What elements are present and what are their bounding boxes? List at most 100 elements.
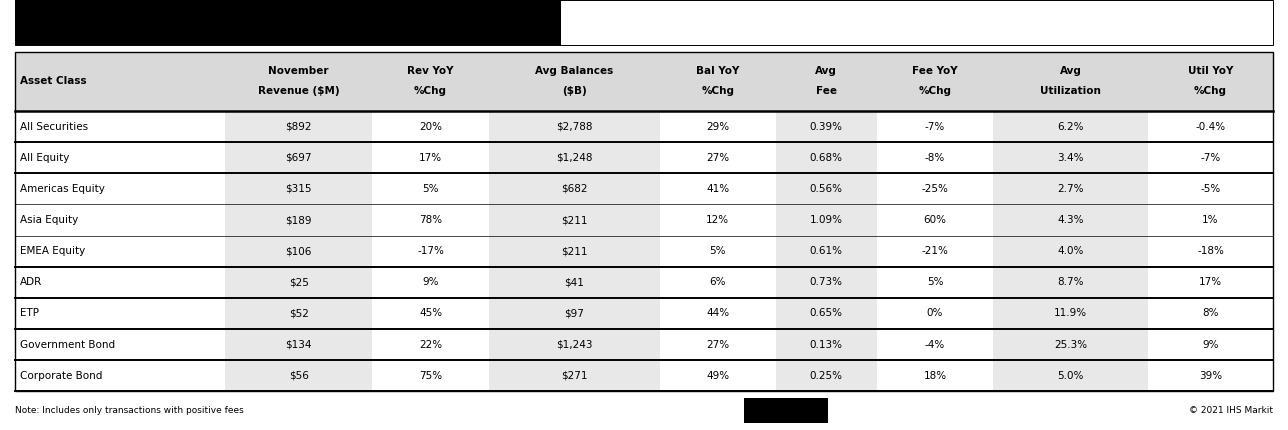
Text: 17%: 17% [1199, 277, 1222, 287]
Text: 0.13%: 0.13% [810, 340, 842, 350]
Bar [15, 0, 560, 45]
Text: 1%: 1% [1202, 215, 1218, 225]
Text: Corporate Bond: Corporate Bond [19, 371, 102, 381]
Text: 0.25%: 0.25% [810, 371, 842, 381]
Text: Asia Equity: Asia Equity [19, 215, 77, 225]
Bar [225, 111, 372, 391]
Text: 3.4%: 3.4% [1057, 153, 1084, 163]
Text: All Equity: All Equity [19, 153, 70, 163]
Text: 27%: 27% [706, 153, 729, 163]
Text: $25: $25 [289, 277, 309, 287]
Text: $211: $211 [560, 246, 587, 256]
Text: 0.39%: 0.39% [810, 122, 842, 132]
Text: %Chg: %Chg [1194, 86, 1227, 96]
Text: 9%: 9% [1202, 340, 1218, 350]
Text: Utilization: Utilization [1041, 86, 1101, 96]
Text: 5%: 5% [710, 246, 726, 256]
Text: Avg Balances: Avg Balances [535, 66, 613, 76]
Text: 75%: 75% [419, 371, 442, 381]
Text: $315: $315 [286, 184, 312, 194]
Text: Avg: Avg [1060, 66, 1082, 76]
Bar [15, 52, 1273, 111]
Text: Americas Equity: Americas Equity [19, 184, 104, 194]
Text: $1,248: $1,248 [556, 153, 592, 163]
Text: -17%: -17% [417, 246, 444, 256]
Text: $106: $106 [286, 246, 312, 256]
Text: 5.0%: 5.0% [1057, 371, 1084, 381]
Text: Fee: Fee [815, 86, 837, 96]
Bar [775, 111, 877, 391]
Text: © 2021 IHS Markit: © 2021 IHS Markit [1189, 406, 1273, 415]
Text: $697: $697 [286, 153, 312, 163]
Text: 17%: 17% [419, 153, 442, 163]
Text: 45%: 45% [419, 308, 442, 319]
Text: $52: $52 [289, 308, 309, 319]
Text: $892: $892 [286, 122, 312, 132]
Bar [15, 0, 560, 45]
Bar [489, 111, 659, 391]
Text: 49%: 49% [706, 371, 729, 381]
Text: -5%: -5% [1200, 184, 1221, 194]
Text: 0.56%: 0.56% [810, 184, 842, 194]
Text: 6%: 6% [710, 277, 726, 287]
Text: $134: $134 [286, 340, 312, 350]
Text: November: November [268, 66, 328, 76]
Text: -7%: -7% [1200, 153, 1221, 163]
Text: Revenue ($M): Revenue ($M) [258, 86, 340, 96]
Text: 0%: 0% [927, 308, 943, 319]
Text: ETP: ETP [19, 308, 39, 319]
Text: -25%: -25% [921, 184, 948, 194]
Text: 78%: 78% [419, 215, 442, 225]
Text: 12%: 12% [706, 215, 729, 225]
Text: 25.3%: 25.3% [1054, 340, 1087, 350]
Text: 41%: 41% [706, 184, 729, 194]
Text: %Chg: %Chg [701, 86, 734, 96]
Text: 20%: 20% [419, 122, 442, 132]
Text: $1,243: $1,243 [556, 340, 592, 350]
Text: 18%: 18% [923, 371, 947, 381]
Text: 0.61%: 0.61% [810, 246, 842, 256]
Text: ($B): ($B) [562, 86, 586, 96]
Text: 8%: 8% [1202, 308, 1218, 319]
Text: 0.68%: 0.68% [810, 153, 842, 163]
Text: 1.09%: 1.09% [810, 215, 842, 225]
Text: %Chg: %Chg [918, 86, 952, 96]
Text: $271: $271 [560, 371, 587, 381]
Text: EMEA Equity: EMEA Equity [19, 246, 85, 256]
Bar [15, 52, 1273, 391]
Bar [744, 398, 828, 423]
Text: Avg: Avg [815, 66, 837, 76]
Bar [15, 52, 1273, 391]
Text: Government Bond: Government Bond [19, 340, 115, 350]
Text: Rev YoY: Rev YoY [407, 66, 453, 76]
Text: $682: $682 [560, 184, 587, 194]
Text: $189: $189 [286, 215, 312, 225]
Text: Asset Class: Asset Class [19, 76, 86, 86]
Text: $2,788: $2,788 [556, 122, 592, 132]
Text: $97: $97 [564, 308, 583, 319]
Text: 60%: 60% [923, 215, 947, 225]
Text: Util YoY: Util YoY [1188, 66, 1233, 76]
Text: 2.7%: 2.7% [1057, 184, 1084, 194]
Text: $211: $211 [560, 215, 587, 225]
Text: Note: Includes only transactions with positive fees: Note: Includes only transactions with po… [15, 406, 245, 415]
Text: Bal YoY: Bal YoY [696, 66, 739, 76]
Text: 0.73%: 0.73% [810, 277, 842, 287]
Text: -8%: -8% [925, 153, 945, 163]
Text: -7%: -7% [925, 122, 945, 132]
Text: All Securities: All Securities [19, 122, 88, 132]
Text: 27%: 27% [706, 340, 729, 350]
Text: 4.3%: 4.3% [1057, 215, 1084, 225]
Text: $56: $56 [289, 371, 309, 381]
Text: -4%: -4% [925, 340, 945, 350]
Text: 29%: 29% [706, 122, 729, 132]
Text: 8.7%: 8.7% [1057, 277, 1084, 287]
Text: 6.2%: 6.2% [1057, 122, 1084, 132]
Text: 11.9%: 11.9% [1054, 308, 1087, 319]
Text: $41: $41 [564, 277, 583, 287]
Bar [993, 111, 1149, 391]
Text: 4.0%: 4.0% [1057, 246, 1084, 256]
Text: Fee YoY: Fee YoY [912, 66, 958, 76]
Text: 5%: 5% [422, 184, 439, 194]
Bar [560, 0, 1273, 45]
